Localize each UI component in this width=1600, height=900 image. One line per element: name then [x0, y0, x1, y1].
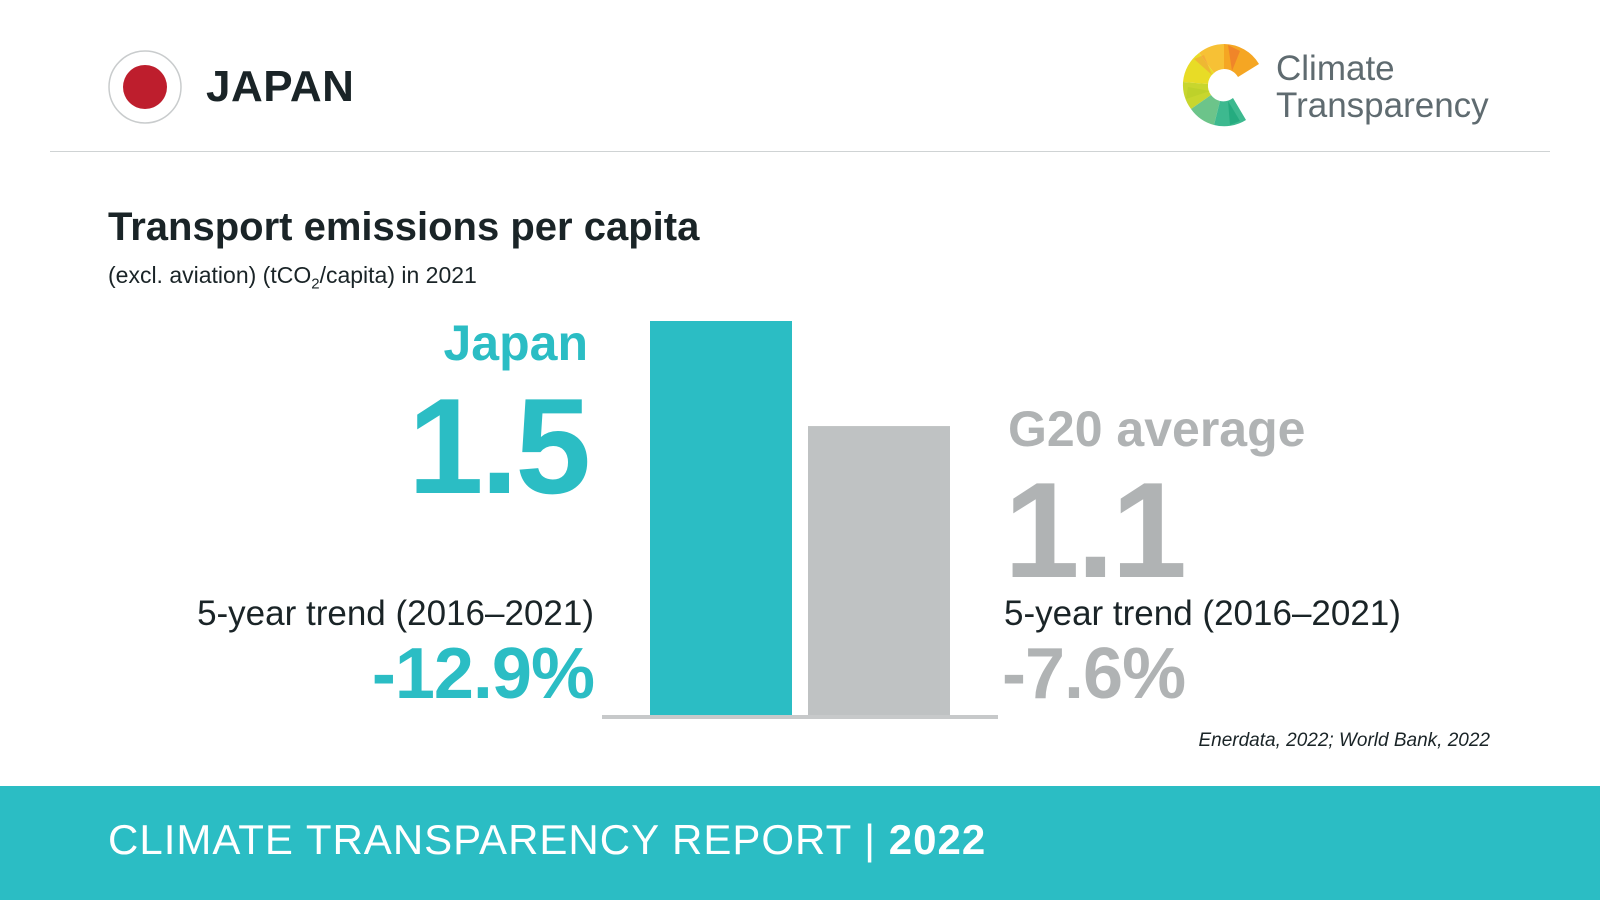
subtitle-text-post: /capita) in 2021 — [319, 262, 477, 288]
subtitle-subscript: 2 — [311, 275, 320, 293]
bar-chart — [602, 321, 998, 719]
header-divider — [50, 151, 1550, 152]
bar-japan — [650, 321, 792, 715]
brand-line-1: Climate — [1276, 49, 1395, 88]
japan-label: Japan — [443, 315, 588, 371]
japan-flag-icon — [108, 50, 182, 124]
footer-text: CLIMATE TRANSPARENCY REPORT | 2022 — [108, 816, 986, 864]
chart-title: Transport emissions per capita — [108, 205, 700, 249]
x-axis-line — [602, 715, 998, 719]
g20-label: G20 average — [1008, 401, 1306, 457]
japan-trend-value: -12.9% — [371, 634, 595, 714]
footer-band — [0, 786, 1600, 900]
subtitle-text-pre: (excl. aviation) (tCO — [108, 262, 312, 288]
climate-transparency-logo-icon — [1182, 44, 1259, 127]
g20-trend-label: 5-year trend (2016–2021) — [1004, 594, 1401, 633]
footer-report-label: CLIMATE TRANSPARENCY REPORT | — [108, 816, 877, 863]
g20-value: 1.1 — [1004, 454, 1187, 606]
japan-trend-label: 5-year trend (2016–2021) — [197, 594, 594, 633]
bar-g20-average — [808, 426, 950, 715]
country-name: JAPAN — [206, 62, 355, 111]
brand-name: Climate Transparency — [1276, 50, 1489, 124]
g20-trend-value: -7.6% — [1002, 634, 1186, 714]
chart-subtitle: (excl. aviation) (tCO2/capita) in 2021 — [108, 262, 477, 293]
source-note: Enerdata, 2022; World Bank, 2022 — [1198, 730, 1490, 751]
japan-value: 1.5 — [407, 370, 591, 522]
brand-line-2: Transparency — [1276, 86, 1489, 125]
footer-year: 2022 — [888, 816, 987, 863]
